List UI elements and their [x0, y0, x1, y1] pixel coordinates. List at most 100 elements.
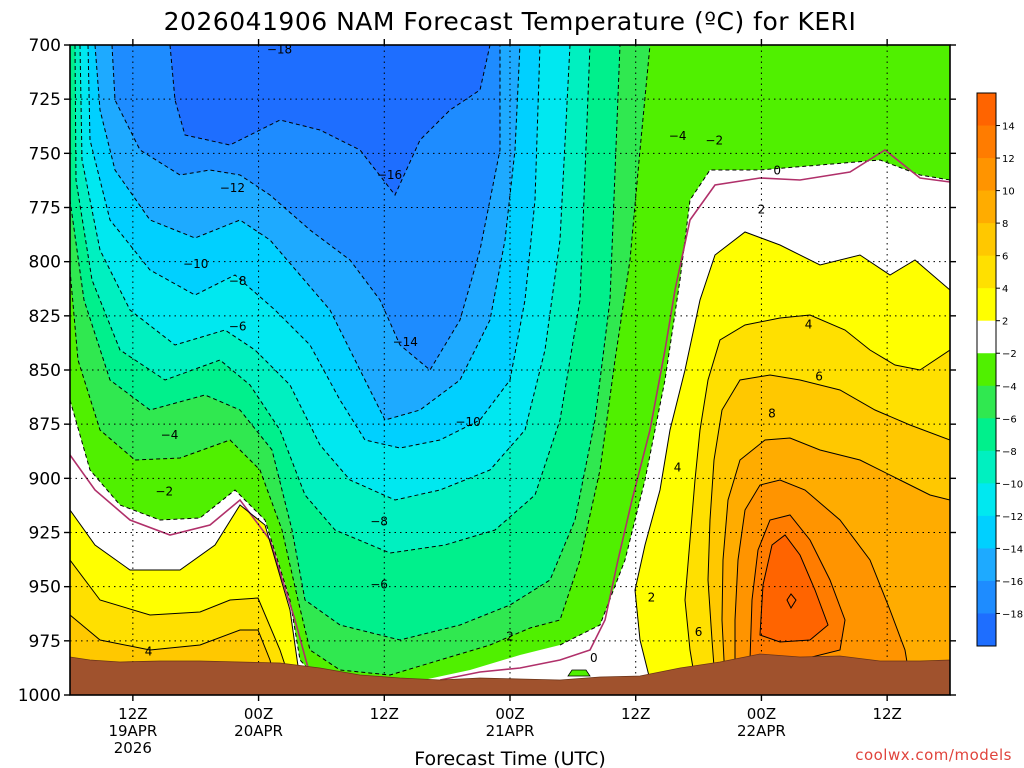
contour-label: −16: [377, 168, 402, 182]
colorbar-level-label: −14: [1002, 544, 1023, 555]
contour-label: 2: [506, 630, 514, 644]
contour-label: 0: [590, 651, 598, 665]
isotherm-plus-6: [70, 374, 950, 681]
x-tick-label-line1: 00Z: [244, 705, 273, 723]
contour-label: −18: [267, 42, 292, 56]
x-tick-label-line3: 2026: [114, 739, 152, 757]
colorbar-swatch: [977, 515, 996, 549]
x-tick-label-line2: 19APR: [108, 722, 157, 740]
isotherm-minus-10: [79, 45, 571, 501]
y-tick-label: 950: [29, 578, 61, 598]
colorbar-swatch: [977, 385, 996, 419]
colorbar-swatch: [977, 223, 996, 257]
colorbar-level-label: −4: [1002, 382, 1017, 393]
y-tick-label: 800: [29, 253, 61, 273]
colorbar-frame: [976, 92, 997, 647]
x-tick-label-line1: 12Z: [872, 705, 901, 723]
isotherm-minus-12: [87, 45, 541, 449]
colorbar-swatch: [977, 255, 996, 289]
surface-cold-patch: [567, 669, 591, 677]
x-tick-label-line1: 12Z: [118, 705, 147, 723]
isotherm-minus-16: [111, 45, 501, 371]
y-tick-label: 975: [29, 632, 61, 652]
colorbar-level-label: 8: [1002, 219, 1008, 230]
colorbar-level-label: 14: [1002, 122, 1015, 133]
contour-label: 2: [648, 591, 656, 605]
isotherm-plus-16-cell: [786, 593, 797, 610]
colorbar-swatch: [977, 125, 996, 159]
y-axis: 700 725 750 775 800 825 850 875 900 925 950 975 1000: [18, 36, 956, 706]
contour-label: 8: [768, 406, 776, 420]
contour-label: −2: [705, 133, 723, 147]
contour-label: −8: [370, 515, 388, 529]
colorbar-level-label: −6: [1002, 414, 1017, 425]
contour-label: −4: [161, 428, 179, 442]
colorbar-swatch: [977, 288, 996, 322]
contour-label: −14: [393, 335, 418, 349]
contour-label: −12: [220, 181, 245, 195]
colorbar-swatch: [977, 548, 996, 582]
isotherm-plus-8: [721, 437, 950, 681]
y-tick-label: 825: [29, 307, 61, 327]
colorbar-level-label: 6: [1002, 252, 1008, 263]
contour-label: 4: [674, 461, 682, 475]
y-tick-label: 925: [29, 524, 61, 544]
contour-label: 2: [758, 203, 766, 217]
contour-label: 6: [815, 370, 823, 384]
x-tick-label-line1: 00Z: [747, 705, 776, 723]
y-tick-label: 900: [29, 469, 61, 489]
contour-label: −8: [229, 274, 247, 288]
contour-label: −6: [370, 578, 388, 592]
grid-layer: [70, 45, 950, 695]
colorbar-level-label: −16: [1002, 577, 1023, 588]
colorbar-level-label: −10: [1002, 479, 1023, 490]
colorbar-swatch: [977, 190, 996, 224]
y-tick-label: 1000: [18, 686, 61, 706]
colorbar-swatch: [977, 320, 996, 354]
y-tick-label: 725: [29, 90, 61, 110]
contour-label: 4: [805, 318, 813, 332]
terrain: [70, 653, 950, 695]
colorbar-level-label: −2: [1002, 349, 1017, 360]
colorbar-level-label: −8: [1002, 447, 1017, 458]
isotherm-plus-12: [749, 514, 846, 661]
x-tick-label-line2: 22APR: [737, 722, 786, 740]
colorbar-level-label: 2: [1002, 317, 1008, 328]
contour-label: −4: [669, 129, 687, 143]
colorbar-level-label: −18: [1002, 609, 1023, 620]
chart-title: 2026041906 NAM Forecast Temperature (ºC)…: [164, 7, 857, 36]
x-tick-label-line2: 21APR: [486, 722, 535, 740]
x-tick-label-line2: 20APR: [234, 722, 283, 740]
colorbar-level-label: −12: [1002, 512, 1023, 523]
isotherm-minus-4: [70, 45, 651, 676]
isotherm-plus-14: [759, 534, 829, 643]
y-tick-label: 700: [29, 36, 61, 56]
y-tick-label: 750: [29, 144, 61, 164]
colorbar-swatch: [977, 93, 996, 127]
y-tick-label: 775: [29, 199, 61, 219]
y-tick-label: 850: [29, 361, 61, 381]
colorbar-swatch: [977, 158, 996, 192]
colorbar-swatch: [977, 353, 996, 387]
contour-label: −6: [229, 320, 247, 334]
colorbar-swatch: [977, 450, 996, 484]
isotherm-plus-10: [734, 479, 911, 681]
contour-label: −10: [183, 257, 208, 271]
colorbar-swatch: [977, 418, 996, 452]
y-tick-label: 875: [29, 415, 61, 435]
colorbar-swatch: [977, 580, 996, 614]
isotherm-plus-4: [70, 314, 950, 681]
colorbar-level-label: 12: [1002, 154, 1015, 165]
contour-labels: −18 −16 −14 −12 −10 −10 −8 −8 −6 −6 −4 −4 −2 −2 0 0 2 2 2 4…: [145, 42, 823, 665]
isotherm-zero: [70, 149, 950, 681]
contour-label: 6: [695, 625, 703, 639]
x-axis-label: Forecast Time (UTC): [414, 748, 605, 768]
credit-link[interactable]: coolwx.com/models: [855, 746, 1012, 764]
isotherm-minus-2: [70, 159, 950, 683]
band-gt-14: [760, 535, 828, 642]
x-tick-label-line1: 00Z: [495, 705, 524, 723]
contour-label: −2: [155, 484, 173, 498]
contour-label: −10: [455, 415, 480, 429]
